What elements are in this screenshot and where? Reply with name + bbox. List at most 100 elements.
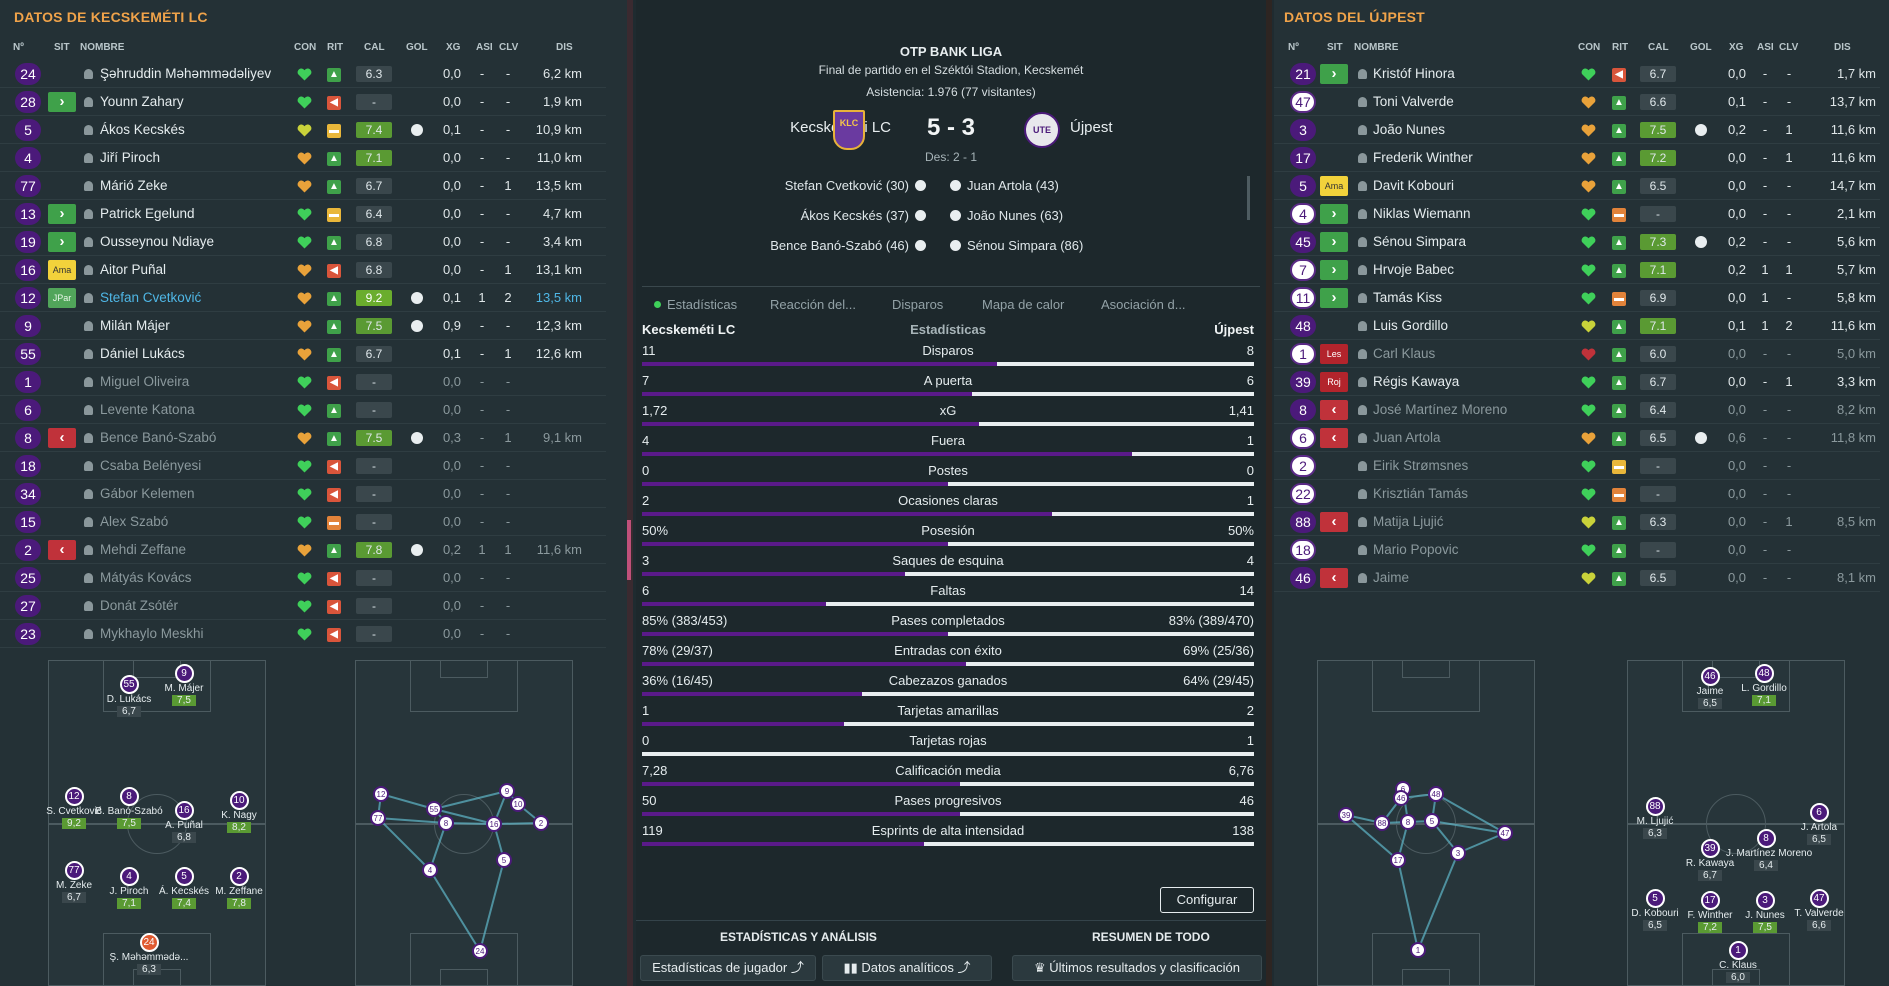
pass-node[interactable]: 8 [1400,814,1416,830]
formation-player[interactable]: 48 L. Gordillo 7,1 [1724,664,1804,706]
player-name[interactable]: Krisztián Tamás [1373,486,1469,501]
table-row[interactable]: 12 JPar Stefan Cvetković ▲ 9.2 0,1 1 2 13,5 km [0,284,606,312]
pass-node[interactable]: 39 [1338,807,1354,823]
formation-player[interactable]: 8 B. Banó-Szabó 7,5 [89,787,169,829]
formation-player[interactable]: 46 Jaime 6,5 [1670,667,1750,709]
player-name[interactable]: Milán Májer [100,318,170,333]
table-row[interactable]: 27 Donát Zsótér ◀ - 0,0 - - [0,592,606,620]
table-row[interactable]: 1 Les Carl Klaus ▲ 6.0 0,0- -5,0 km [1274,340,1880,368]
table-row[interactable]: 46 ‹ Jaime ▲ 6.5 0,0- -8,1 km [1274,564,1880,592]
table-row[interactable]: 21 › Kristóf Hinora ◀ 6.7 0,0- -1,7 km [1274,60,1880,88]
scorer-line[interactable]: Bence Banó-Szabó (46) [770,238,926,253]
tab-reacci-n-del-[interactable]: Reacción del... [770,297,856,312]
formation-player[interactable]: 5 Á. Kecskés 7,4 [144,867,224,909]
formation-player[interactable]: 24 Ş. Məhəmmədə... 6,3 [109,933,189,975]
table-row[interactable]: 48 Luis Gordillo ▲ 7.1 0,1 1 2 11,6 km [1274,312,1880,340]
player-name[interactable]: Frederik Winther [1373,150,1473,165]
player-stats-button[interactable]: Estadísticas de jugador ⤴ [640,955,816,981]
header-col-rit[interactable]: RIT [327,42,344,53]
table-row[interactable]: 22 Krisztián Tamás ▬ -0,0- - [1274,480,1880,508]
player-name[interactable]: Alex Szabó [100,514,169,529]
scorer-line[interactable]: Ákos Kecskés (37) [801,208,926,223]
scorer-line[interactable]: João Nunes (63) [950,208,1063,223]
table-row[interactable]: 15 Alex Szabó ▬ - 0,0 - - [0,508,606,536]
table-row[interactable]: 1 Miguel Oliveira ◀ - 0,0 - - [0,368,606,396]
formation-player[interactable]: 39 R. Kawaya 6,7 [1670,839,1750,881]
player-name[interactable]: Eirik Strømsnes [1373,458,1469,473]
player-name[interactable]: Csaba Belényesi [100,458,202,473]
player-name[interactable]: Mehdi Zeffane [100,542,187,557]
header-col-asi[interactable]: ASI [1757,42,1774,53]
table-row[interactable]: 39 Roj Régis Kawaya ▲ 6.7 0,0- 1 3,3 km [1274,368,1880,396]
player-name[interactable]: Tamás Kiss [1373,290,1443,305]
table-row[interactable]: 28 › Younn Zahary ◀ - 0,0 - - 1,9 km [0,88,606,116]
header-col-dis[interactable]: DIS [556,42,573,53]
formation-player[interactable]: 47 T. Valverde 6,6 [1779,889,1859,931]
player-name[interactable]: Ousseynou Ndiaye [100,234,215,249]
table-row[interactable]: 55 Dániel Lukács ▲ 6.7 0,1 - 1 12,6 km [0,340,606,368]
header-col-num[interactable]: Nº [13,42,24,53]
table-row[interactable]: 8 ‹ José Martínez Moreno ▲ 6.4 0,0- -8,2 km [1274,396,1880,424]
table-row[interactable]: 3 João Nunes ▲ 7.5 0,2- 1 11,6 km [1274,116,1880,144]
pass-node[interactable]: 2 [533,815,549,831]
pass-node[interactable]: 1 [1410,942,1426,958]
header-col-xg[interactable]: XG [446,42,461,53]
player-name[interactable]: Stefan Cvetković [100,290,202,305]
player-name[interactable]: Dániel Lukács [100,346,185,361]
formation-player[interactable]: 9 M. Májer 7,5 [144,664,224,706]
player-name[interactable]: Hrvoje Babec [1373,262,1455,277]
player-name[interactable]: Şəhruddin Məhəmmədəliyev [100,66,272,81]
formation-player[interactable]: 2 M. Zeffane 7,8 [199,867,279,909]
player-name[interactable]: Mykhaylo Meskhi [100,626,204,641]
pass-node[interactable]: 5 [496,852,512,868]
table-row[interactable]: 6 ‹ Juan Artola ▲ 6.5 0,6- -11,8 km [1274,424,1880,452]
player-name[interactable]: Niklas Wiemann [1373,206,1471,221]
table-row[interactable]: 24 Şəhruddin Məhəmmədəliyev ▲ 6.3 0,0 - - 6,2 k… [0,60,606,88]
formation-player[interactable]: 3 J. Nunes 7,5 [1725,891,1805,933]
player-name[interactable]: Aitor Puñal [100,262,167,277]
player-name[interactable]: Patrick Egelund [100,206,195,221]
formation-player[interactable]: 10 K. Nagy 8,2 [199,791,279,833]
formation-player[interactable]: 8 J. Martínez Moreno 6,4 [1726,829,1812,871]
header-col-clv[interactable]: CLV [1779,42,1799,53]
table-row[interactable]: 88 ‹ Matija Ljujić ▲ 6.3 0,0- 1 8,5 km [1274,508,1880,536]
formation-player[interactable]: 5 D. Kobouri 6,5 [1615,889,1695,931]
header-col-gol[interactable]: GOL [1690,42,1712,53]
table-row[interactable]: 34 Gábor Kelemen ◀ - 0,0 - - [0,480,606,508]
pass-node[interactable]: 55 [426,801,442,817]
player-name[interactable]: Jiří Piroch [100,150,161,165]
header-col-asi[interactable]: ASI [476,42,493,53]
results-table-button[interactable]: ♛ Últimos resultados y clasificación [1012,955,1262,981]
header-col-num[interactable]: Nº [1288,42,1299,53]
pass-node[interactable]: 77 [370,810,386,826]
header-col-con[interactable]: CON [1578,42,1601,53]
analytics-button[interactable]: ▮▮ Datos analíticos ⤴ [822,955,992,981]
pass-node[interactable]: 48 [1428,786,1444,802]
player-name[interactable]: Toni Valverde [1373,94,1454,109]
table-row[interactable]: 2 Eirik Strømsnes ▬ -0,0- - [1274,452,1880,480]
player-name[interactable]: Mario Popovic [1373,542,1459,557]
table-row[interactable]: 18 Csaba Belényesi ◀ - 0,0 - - [0,452,606,480]
player-name[interactable]: Bence Banó-Szabó [100,430,217,445]
formation-player[interactable]: 88 M. Ljujić 6,3 [1615,797,1695,839]
table-row[interactable]: 18 Mario Popovic ▲ -0,0- - [1274,536,1880,564]
scorer-line[interactable]: Sénou Simpara (86) [950,238,1083,253]
header-col-sit[interactable]: SIT [54,42,70,53]
table-row[interactable]: 13 › Patrick Egelund ▬ 6.4 0,0 - - 4,7 km [0,200,606,228]
table-row[interactable]: 17 Frederik Winther ▲ 7.2 0,0- 1 11,6 km [1274,144,1880,172]
header-col-dis[interactable]: DIS [1834,42,1851,53]
header-col-cal[interactable]: CAL [364,42,385,53]
tab-disparos[interactable]: Disparos [892,297,943,312]
formation-player[interactable]: 77 M. Zeke 6,7 [34,861,114,903]
formation-player[interactable]: 17 F. Winther 7,2 [1670,891,1750,933]
pass-node[interactable]: 12 [373,786,389,802]
player-name[interactable]: Donát Zsótér [100,598,179,613]
player-name[interactable]: Carl Klaus [1373,346,1436,361]
formation-player[interactable]: 55 D. Lukács 6,7 [89,675,169,717]
pass-node[interactable]: 88 [1374,815,1390,831]
player-name[interactable]: Juan Artola [1373,430,1441,445]
player-name[interactable]: Ákos Kecskés [100,122,185,137]
table-row[interactable]: 4 Jiří Piroch ▲ 7.1 0,0 - - 11,0 km [0,144,606,172]
table-row[interactable]: 19 › Ousseynou Ndiaye ▲ 6.8 0,0 - - 3,4 km [0,228,606,256]
table-row[interactable]: 11 › Tamás Kiss ▬ 6.9 0,0 1 - 5,8 km [1274,284,1880,312]
